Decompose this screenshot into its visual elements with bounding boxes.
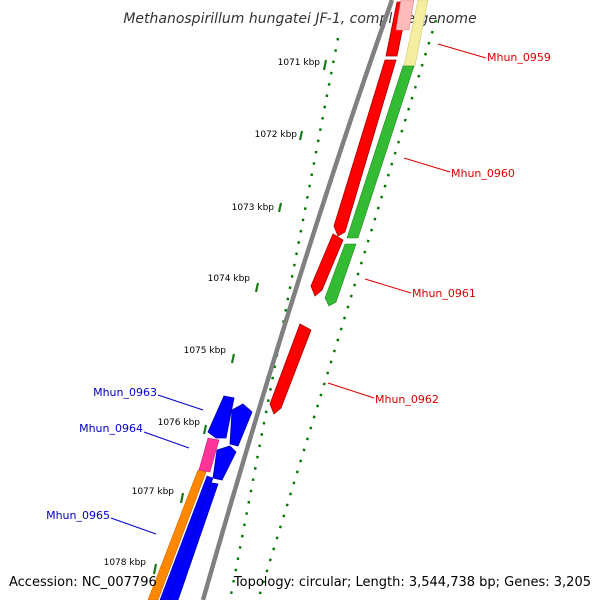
cog-pink-top — [395, 0, 415, 31]
accession-text: Accession: NC_007796 — [9, 575, 157, 590]
gene-label-mhun-0965: Mhun_0965 — [46, 509, 110, 522]
cog-yellow — [403, 0, 429, 67]
gene-label-mhun-0962: Mhun_0962 — [375, 393, 439, 406]
label-connectors — [110, 43, 487, 535]
cog-orange — [147, 469, 207, 600]
cog-blue — [159, 475, 214, 600]
gene-label-mhun-0959: Mhun_0959 — [487, 51, 551, 64]
tick-label-1075: 1075 kbp — [184, 346, 227, 356]
tick-label-1076: 1076 kbp — [158, 418, 201, 428]
tick-label-1078: 1078 kbp — [104, 558, 147, 568]
gc-content-track — [228, 19, 438, 600]
tick-label-1072: 1072 kbp — [255, 130, 298, 140]
ruler-ticks — [152, 59, 328, 575]
cds-mhun-0963-a — [207, 395, 235, 439]
tick-labels: 1071 kbp 1072 kbp 1073 kbp 1074 kbp 1075… — [104, 58, 321, 568]
cog-green-2 — [324, 243, 357, 307]
tick-label-1077: 1077 kbp — [132, 487, 175, 497]
tick-label-1071: 1071 kbp — [278, 58, 321, 68]
gene-labels: Mhun_0959 Mhun_0960 Mhun_0961 Mhun_0962 … — [46, 51, 551, 522]
cds-mhun-0962 — [269, 323, 312, 415]
cds-mhun-0961 — [310, 233, 344, 297]
cog-pink-bottom — [198, 437, 220, 473]
genome-backbone — [200, 0, 395, 600]
tick-label-1073: 1073 kbp — [232, 203, 275, 213]
topology-text: Topology: circular; Length: 3,544,738 bp… — [233, 575, 591, 590]
gene-label-mhun-0964: Mhun_0964 — [79, 422, 143, 435]
gene-label-mhun-0960: Mhun_0960 — [451, 167, 515, 180]
cog-green-1 — [346, 65, 415, 239]
cds-mhun-0963-b — [229, 403, 253, 447]
cog-track — [324, 0, 429, 307]
gene-label-mhun-0963: Mhun_0963 — [93, 386, 157, 399]
tick-label-1074: 1074 kbp — [208, 274, 251, 284]
cds-mhun-0964 — [212, 445, 237, 481]
cds-mhun-0960 — [333, 59, 397, 237]
gene-label-mhun-0961: Mhun_0961 — [412, 287, 476, 300]
cog-track-reverse — [147, 437, 220, 600]
